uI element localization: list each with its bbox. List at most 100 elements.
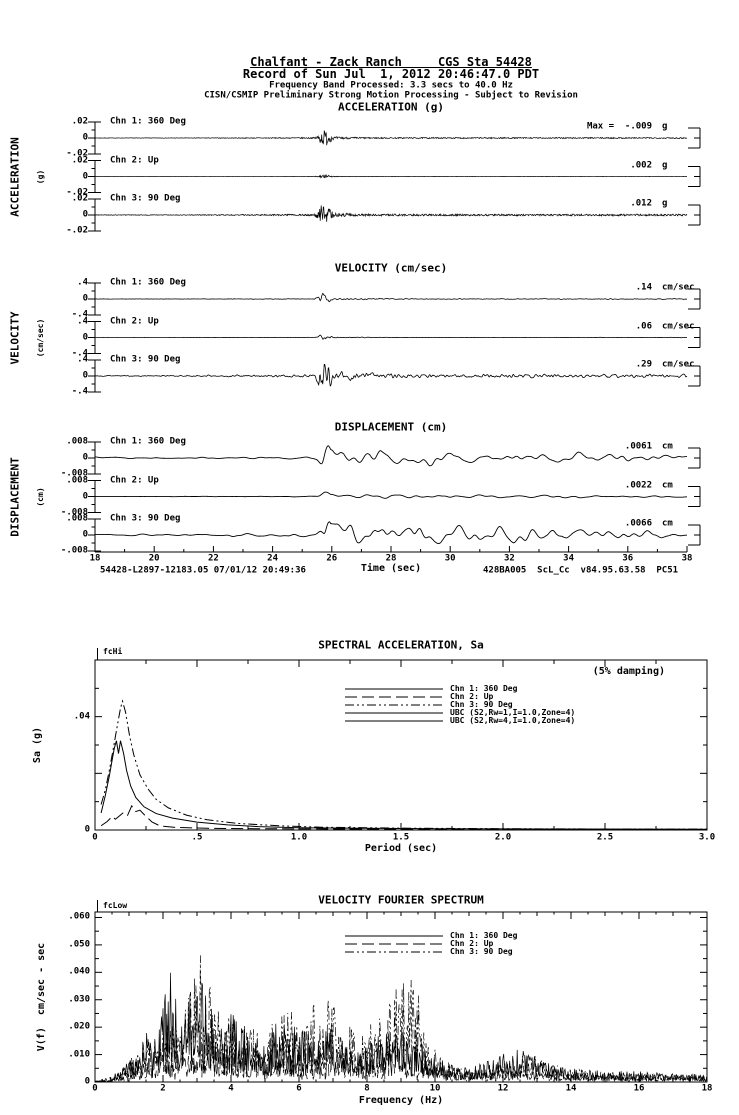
time-tick-28: 28 — [385, 553, 397, 564]
spectral-xtick-0: 0 — [92, 832, 98, 843]
spectral-damping-note: (5% damping) — [592, 666, 665, 677]
fourier-legend-3: Chn 3: 90 Deg — [450, 947, 513, 956]
velocity-title: VELOCITY (cm/sec) — [334, 261, 448, 275]
acceleration-ytick-top: .02 — [71, 193, 88, 204]
displacement-channel-2 — [88, 480, 701, 513]
velocity-ytick-zero: 0 — [82, 293, 88, 304]
fourier-x-axis-label: Frequency (Hz) — [358, 1095, 444, 1106]
fourier-legend-2: Chn 2: Up — [450, 939, 494, 948]
spectral-legend-1: Chn 1: 360 Deg — [450, 684, 518, 693]
velocity-ytick-bottom: -.4 — [71, 348, 88, 358]
fourier-xtick-2: 2 — [160, 1083, 166, 1094]
velocity-ytick-top: .4 — [77, 277, 88, 288]
time-tick-34: 34 — [563, 553, 575, 564]
acceleration-ytick-top: .02 — [71, 155, 88, 165]
time-axis — [94, 546, 688, 553]
header-band-line: Frequency Band Processed: 3.3 secs to 40… — [269, 80, 513, 91]
displacement-ch1-label: Chn 1: 360 Deg — [110, 436, 186, 447]
spectral-xtick-3.0: 3.0 — [698, 832, 716, 843]
fourier-ytick-.040: .040 — [68, 966, 90, 977]
time-tick-30: 30 — [444, 553, 456, 564]
fourier-legend-1: Chn 1: 360 Deg — [450, 931, 518, 940]
spectral-legend-2: Chn 2: Up — [450, 692, 494, 701]
velocity-ch2-max-unit: cm/sec — [662, 321, 695, 331]
acceleration-ytick-zero: 0 — [82, 132, 88, 143]
fourier-plot — [94, 900, 708, 1083]
spectral-ytick-0: 0 — [84, 824, 90, 835]
velocity-ch1-label: Chn 1: 360 Deg — [110, 277, 186, 288]
velocity-channel-3 — [88, 359, 701, 393]
time-tick-36: 36 — [622, 553, 634, 564]
acceleration-ytick-top: .02 — [71, 116, 88, 127]
velocity-ytick-bottom: -.4 — [71, 386, 88, 397]
displacement-ch1-max-value: .0061 — [624, 441, 652, 452]
fourier-frame — [94, 911, 708, 1083]
fourier-xtick-0: 0 — [92, 1083, 98, 1094]
fourier-ytick-.020: .020 — [68, 1021, 90, 1032]
displacement-side-label: DISPLACEMENT — [8, 456, 22, 537]
time-tick-38: 38 — [681, 553, 693, 564]
spectral-legend-4: UBC (S2,Rw=1,I=1.0,Zone=4) — [450, 708, 576, 717]
fourier-xtick-8: 8 — [364, 1083, 370, 1094]
displacement-ytick-bottom: -.008 — [60, 468, 88, 479]
fourier-xtick-10: 10 — [429, 1083, 441, 1094]
panel-acceleration — [88, 121, 701, 232]
acceleration-channel-3 — [88, 198, 701, 232]
time-tick-24: 24 — [267, 553, 279, 564]
acceleration-ytick-zero: 0 — [82, 171, 88, 181]
velocity-ch3-max-value: .29 — [635, 359, 652, 370]
time-axis-label: Time (sec) — [360, 563, 422, 574]
velocity-ch2-max-value: .06 — [635, 321, 652, 331]
displacement-side-units: (cm) — [36, 486, 45, 507]
spectral-xtick-1.0: 1.0 — [290, 832, 308, 843]
displacement-ch3-max-value: .0066 — [624, 518, 652, 529]
velocity-ch2-label: Chn 2: Up — [110, 316, 159, 326]
fourier-xtick-6: 6 — [296, 1083, 302, 1094]
displacement-ytick-top: .008 — [66, 513, 88, 524]
header-processing-line: CISN/CSMIP Preliminary Strong Motion Pro… — [204, 90, 578, 101]
footer-right-id: 428BA005 ScL_Cc v84.95.63.58 PC51 — [483, 565, 679, 576]
velocity-ytick-bottom: -.4 — [71, 309, 88, 320]
spectral-curves — [100, 699, 707, 830]
spectral-fchi-label: fcHi — [103, 647, 123, 656]
spectral-frame — [94, 659, 708, 831]
displacement-channel-3 — [88, 518, 701, 552]
acceleration-side-units: (g) — [36, 169, 45, 184]
displacement-ytick-bottom: -.008 — [60, 507, 88, 517]
acceleration-side-label: ACCELERATION — [8, 136, 22, 217]
acceleration-ch2-max-value: .002 — [630, 160, 652, 170]
velocity-ytick-top: .4 — [77, 354, 88, 365]
displacement-ytick-bottom: -.008 — [60, 545, 88, 556]
acceleration-ch1-label: Chn 1: 360 Deg — [110, 116, 186, 127]
acceleration-channel-1 — [88, 121, 701, 155]
acceleration-title: ACCELERATION (g) — [338, 100, 444, 114]
fourier-xtick-16: 16 — [633, 1083, 645, 1094]
velocity-ch1-max-unit: cm/sec — [662, 282, 695, 293]
header-record-line: Record of Sun Jul 1, 2012 20:46:47.0 PDT — [242, 67, 540, 81]
displacement-ch3-label: Chn 3: 90 Deg — [110, 513, 181, 524]
fourier-fclow-label: fcLow — [103, 901, 128, 910]
acceleration-ch3-max-value: .012 — [630, 198, 652, 209]
acceleration-ch1-max-unit: g — [662, 121, 668, 132]
panel-displacement — [88, 441, 701, 553]
displacement-ytick-top: .008 — [66, 436, 88, 447]
displacement-ch2-label: Chn 2: Up — [110, 475, 159, 485]
fourier-ytick-.030: .030 — [68, 994, 90, 1005]
displacement-ytick-zero: 0 — [82, 452, 88, 463]
acceleration-ch2-max-unit: g — [662, 160, 668, 170]
velocity-ytick-zero: 0 — [82, 332, 88, 342]
spectral-xtick-.5: .5 — [191, 832, 203, 843]
acceleration-ch2-label: Chn 2: Up — [110, 155, 159, 165]
velocity-side-label: VELOCITY — [8, 311, 22, 364]
spectral-xtick-2.5: 2.5 — [596, 832, 614, 843]
velocity-ytick-top: .4 — [77, 316, 88, 326]
acceleration-ytick-bottom: -.02 — [66, 187, 88, 197]
spectral-plot — [94, 648, 708, 831]
displacement-ytick-top: .008 — [66, 475, 88, 485]
spectral-ytick-.04: .04 — [73, 711, 90, 722]
fourier-xtick-14: 14 — [565, 1083, 577, 1094]
time-tick-32: 32 — [503, 553, 515, 564]
acceleration-channel-2 — [88, 160, 701, 193]
acceleration-ch3-label: Chn 3: 90 Deg — [110, 193, 181, 204]
